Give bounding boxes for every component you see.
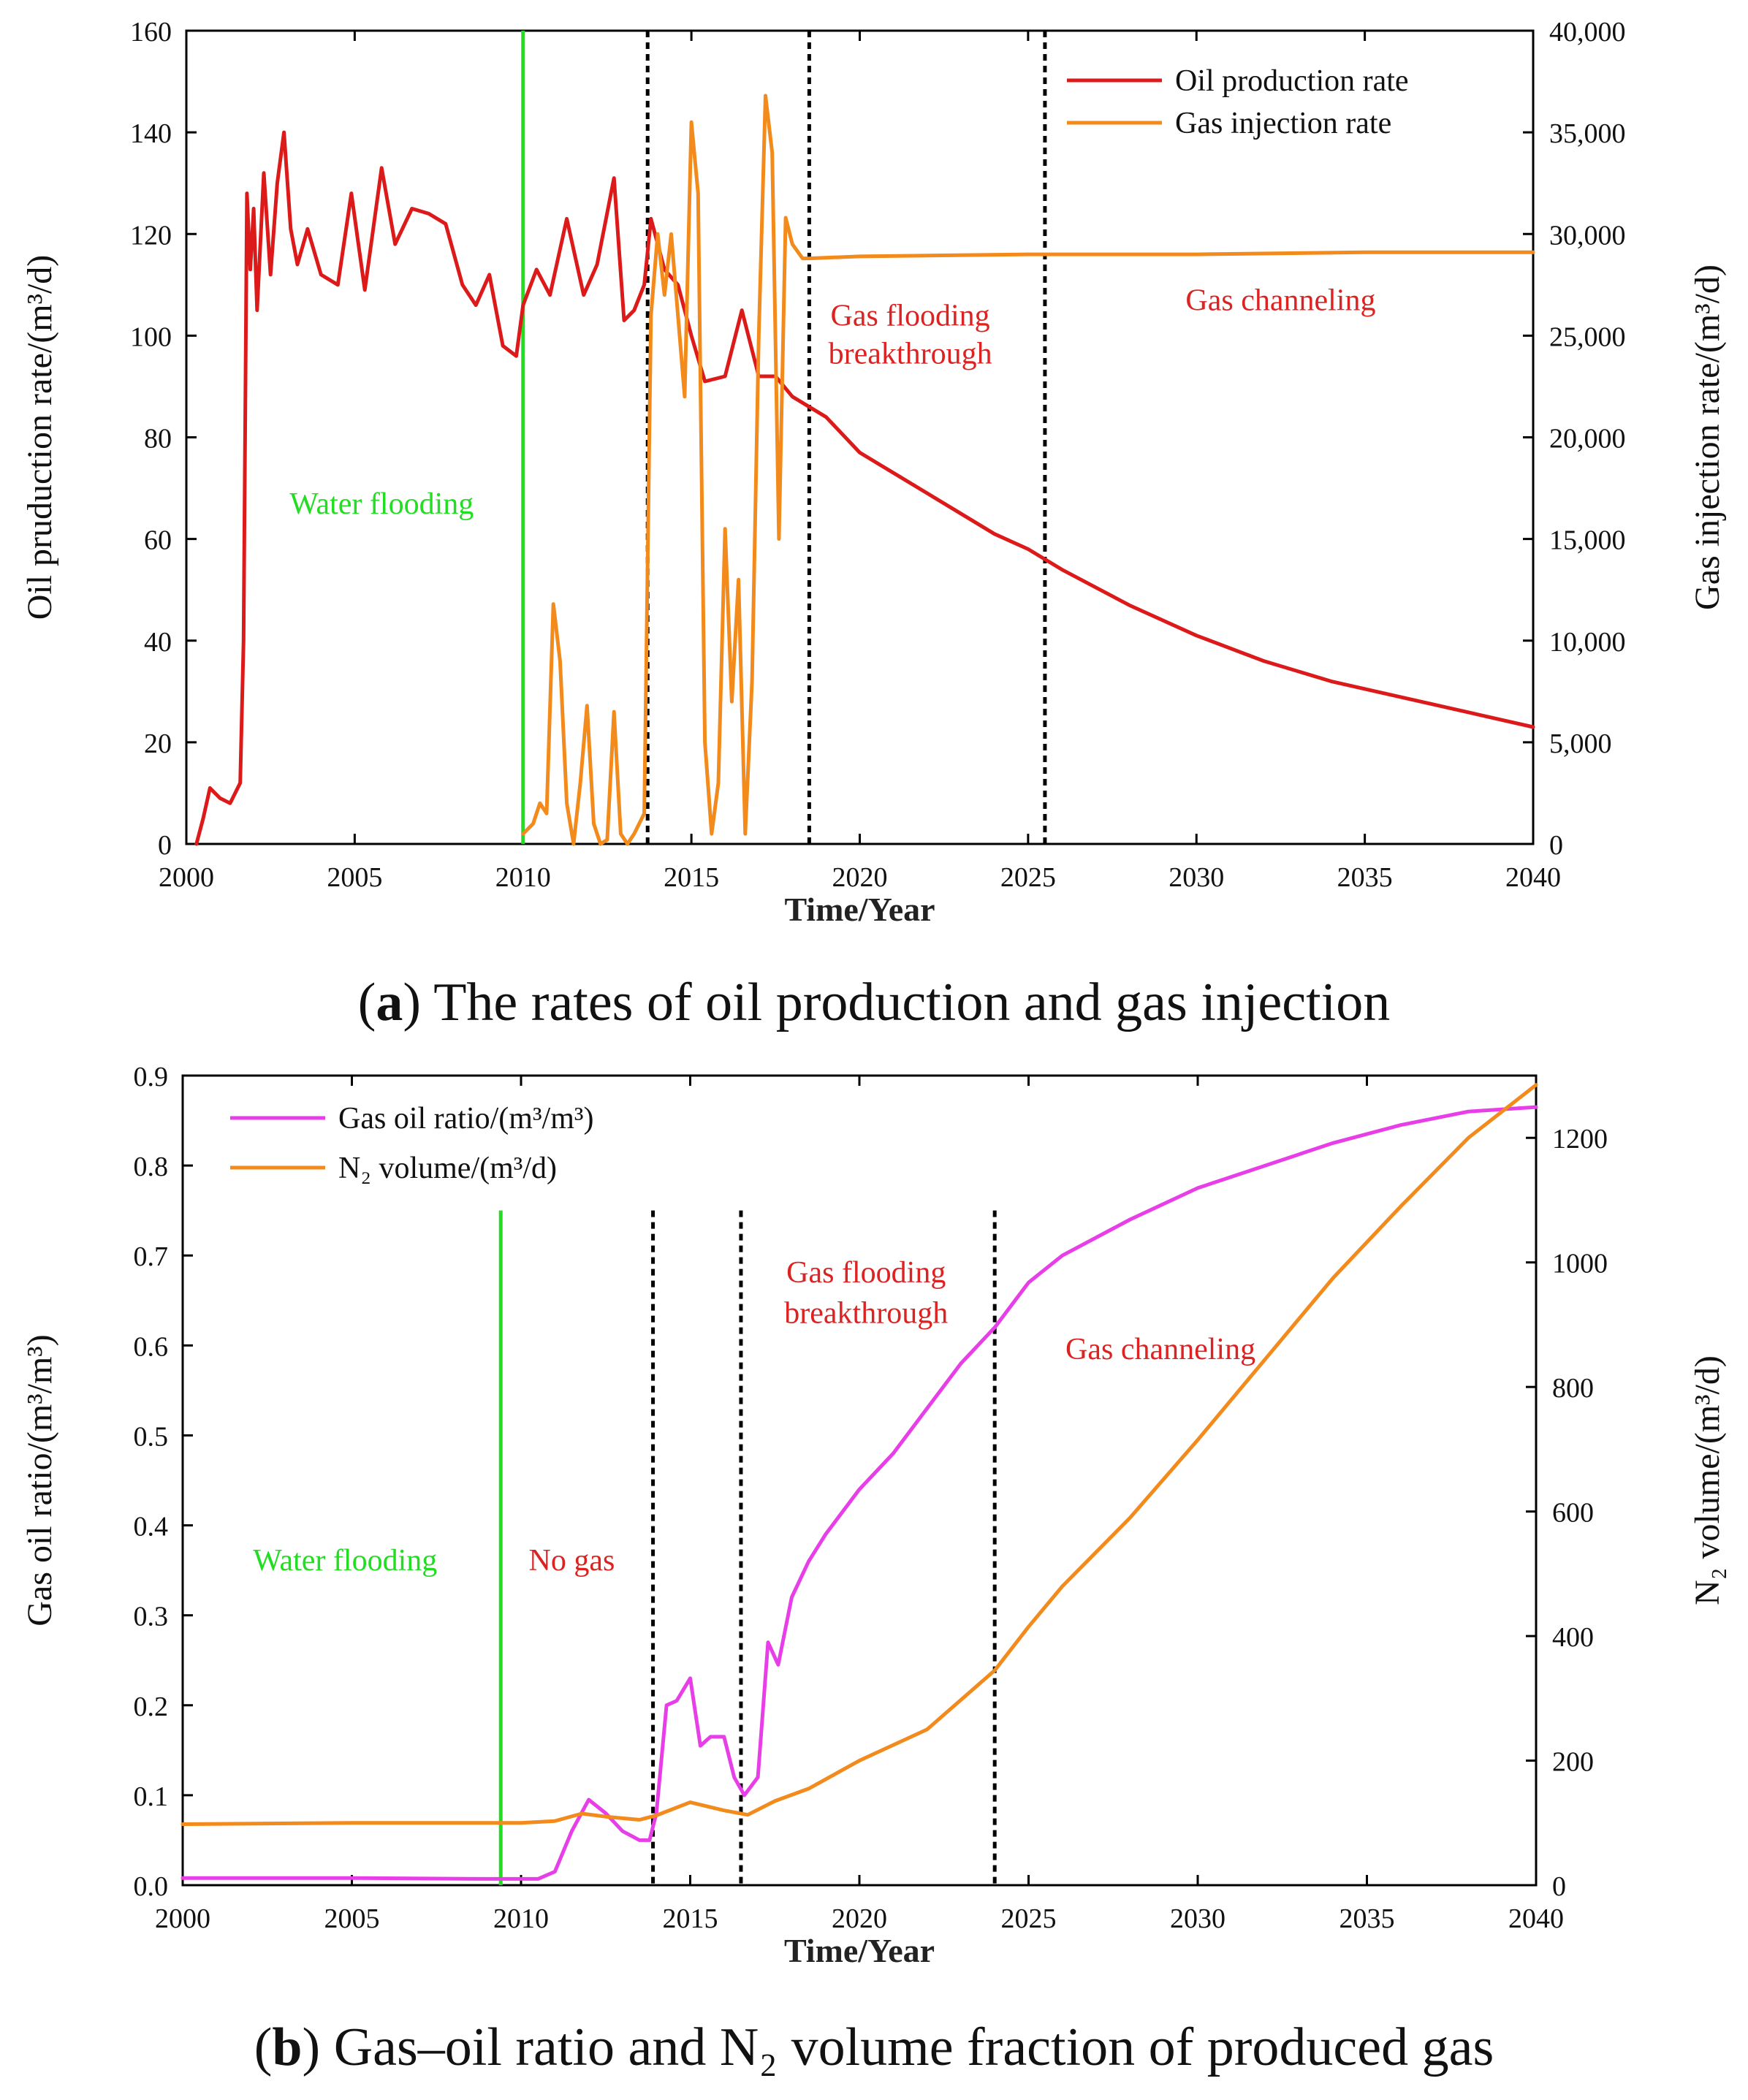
x-tick-label: 2005 [327, 862, 382, 893]
y-right-tick-label: 200 [1552, 1747, 1594, 1778]
y-left-tick-label: 140 [130, 118, 172, 149]
plot-frame [185, 29, 1535, 845]
series-line-left [194, 130, 1535, 846]
y-right-tick-label: 15,000 [1549, 525, 1626, 556]
phase-annotation: No gas [529, 1544, 615, 1578]
x-tick-label: 2040 [1505, 862, 1561, 893]
x-tick-label: 2010 [495, 862, 551, 893]
y-right-tick-label: 25,000 [1549, 322, 1626, 352]
y-left-tick-label: 0.0 [134, 1871, 169, 1902]
plot-frame [181, 1074, 1538, 1887]
y-right-tick-label: 5,000 [1549, 728, 1612, 759]
x-tick-label: 2035 [1340, 1903, 1395, 1934]
x-tick-label: 2020 [832, 1903, 887, 1934]
x-tick-label: 2015 [664, 862, 719, 893]
y-left-axis-label: Gas oil ratio/(m³/m³) [20, 1334, 59, 1626]
x-tick-label: 2020 [832, 862, 888, 893]
caption-panel-a: (a) The rates of oil production and gas … [357, 973, 1391, 1032]
phase-annotation: Gas channeling [1065, 1333, 1255, 1366]
y-right-tick-label: 40,000 [1549, 17, 1626, 47]
y-left-tick-label: 0.5 [134, 1421, 169, 1452]
legend-label: Oil production rate [1175, 64, 1409, 98]
y-left-tick-label: 40 [144, 627, 172, 658]
phase-annotation: Water flooding [289, 487, 474, 521]
y-left-tick-label: 0 [158, 830, 172, 861]
x-tick-label: 2010 [493, 1903, 549, 1934]
y-right-tick-label: 10,000 [1549, 627, 1626, 658]
y-left-tick-label: 0.9 [134, 1062, 169, 1092]
phase-annotation: breakthrough [784, 1297, 948, 1331]
x-tick-label: 2025 [1000, 862, 1056, 893]
y-left-tick-label: 160 [130, 17, 172, 47]
y-right-tick-label: 600 [1552, 1498, 1594, 1529]
y-right-axis-label: N₂ volume/(m³/d) [1688, 1355, 1727, 1605]
y-right-tick-label: 1000 [1552, 1249, 1608, 1279]
y-right-axis-label: Gas injection rate/(m³/d) [1688, 265, 1727, 610]
caption-a-text: The rates of oil production and gas inje… [421, 973, 1391, 1032]
y-right-tick-label: 800 [1552, 1373, 1594, 1404]
y-left-tick-label: 0.6 [134, 1331, 169, 1362]
y-left-tick-label: 0.4 [134, 1512, 169, 1542]
y-right-tick-label: 30,000 [1549, 220, 1626, 251]
y-left-tick-label: 100 [130, 322, 172, 352]
phase-annotation: Water flooding [253, 1544, 437, 1578]
y-left-tick-label: 0.3 [134, 1602, 169, 1632]
legend: Oil production rate Gas injection rate [1067, 64, 1409, 140]
y-left-tick-label: 60 [144, 525, 172, 556]
series-line-right [180, 1083, 1538, 1826]
x-axis-label: Time/Year [784, 891, 935, 928]
y-left-tick-label: 120 [130, 220, 172, 251]
phase-annotation: Gas flooding [831, 299, 990, 332]
x-tick-label: 2030 [1168, 862, 1224, 893]
caption-a-label: a [376, 973, 403, 1032]
x-tick-label: 2035 [1337, 862, 1393, 893]
phase-annotation: Gas flooding [786, 1256, 946, 1290]
caption-panel-b: (b) Gas–oil ratio and N₂ volume fraction… [254, 2017, 1494, 2077]
caption-b-text: Gas–oil ratio and N₂ volume fraction of … [320, 2017, 1494, 2077]
y-left-axis-label: Oil pruduction rate/(m³/d) [20, 255, 59, 620]
y-right-tick-label: 20,000 [1549, 424, 1626, 454]
y-right-tick-label: 35,000 [1549, 118, 1626, 149]
legend: Gas oil ratio/(m³/m³) N₂ volume/(m³/d) [230, 1102, 593, 1185]
y-right-tick-label: 0 [1549, 830, 1563, 861]
y-left-tick-label: 20 [144, 728, 172, 759]
x-axis-label: Time/Year [784, 1932, 935, 1969]
x-tick-label: 2000 [155, 1903, 210, 1934]
legend-label: Gas injection rate [1175, 107, 1391, 140]
chart-panel-a: 2000 2005 2010 2015 2020 2025 2030 2035 20400204… [20, 17, 1727, 928]
y-left-tick-label: 0.7 [134, 1241, 169, 1272]
y-left-tick-label: 80 [144, 424, 172, 454]
x-tick-label: 2000 [159, 862, 214, 893]
legend-label: Gas oil ratio/(m³/m³) [338, 1102, 593, 1135]
y-right-tick-label: 1200 [1552, 1124, 1608, 1154]
x-tick-label: 2040 [1508, 1903, 1564, 1934]
series-line-right [521, 94, 1535, 846]
chart-panel-b: 2000 2005 2010 2015 2020 2025 2030 2035 20400.00… [20, 1062, 1727, 1969]
y-left-tick-label: 0.8 [134, 1152, 169, 1182]
phase-annotation: breakthrough [829, 338, 992, 371]
caption-b-label: b [272, 2017, 303, 2077]
y-left-tick-label: 0.1 [134, 1781, 169, 1812]
x-tick-label: 2030 [1170, 1903, 1226, 1934]
series-line-left [180, 1105, 1538, 1881]
phase-annotation: Gas channeling [1185, 284, 1375, 318]
y-left-tick-label: 0.2 [134, 1692, 169, 1722]
legend-label: N₂ volume/(m³/d) [338, 1152, 557, 1185]
x-tick-label: 2015 [663, 1903, 718, 1934]
y-right-tick-label: 400 [1552, 1622, 1594, 1653]
y-right-tick-label: 0 [1552, 1871, 1566, 1902]
x-tick-label: 2005 [324, 1903, 380, 1934]
x-tick-label: 2025 [1001, 1903, 1057, 1934]
